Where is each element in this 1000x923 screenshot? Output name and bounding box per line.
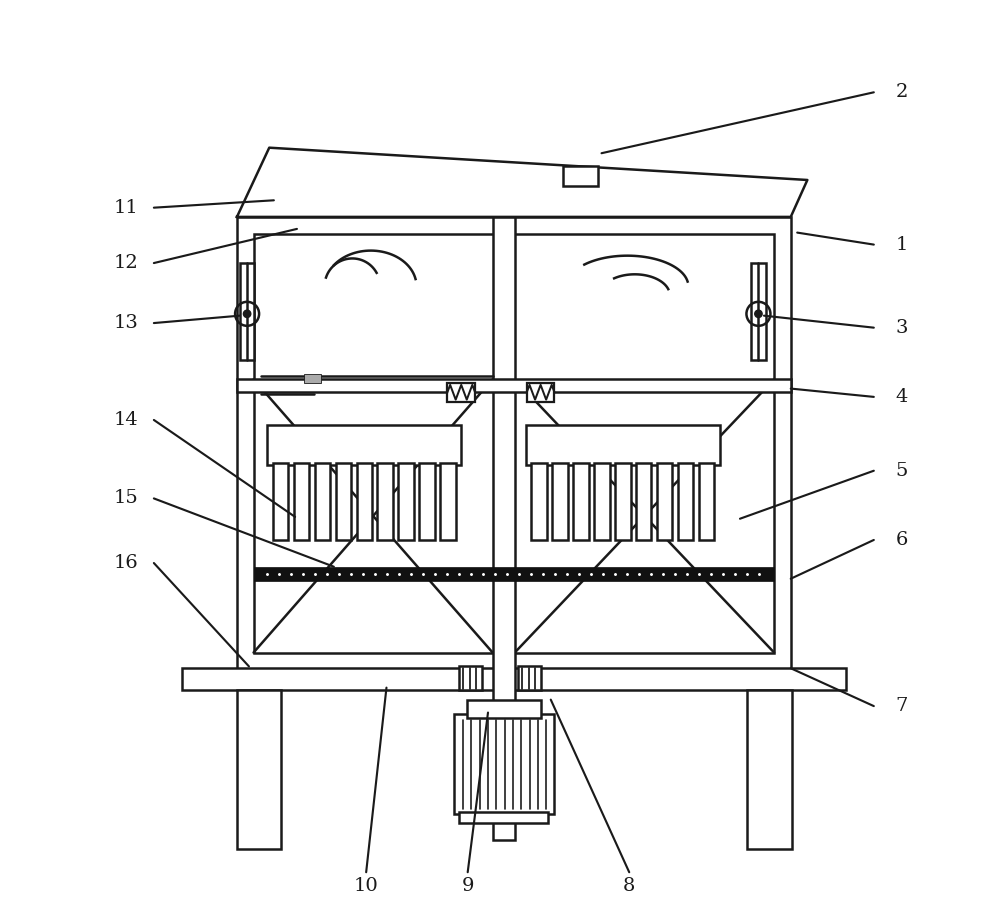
Bar [526, 425, 720, 465]
Bar [657, 462, 672, 540]
Bar [531, 462, 547, 540]
Bar [459, 666, 482, 690]
Bar [440, 462, 456, 540]
Circle shape [243, 310, 251, 318]
Bar [518, 666, 541, 690]
Text: 5: 5 [895, 462, 908, 480]
Bar [294, 462, 309, 540]
Bar [747, 690, 792, 849]
Circle shape [755, 310, 762, 318]
Text: 8: 8 [623, 877, 635, 895]
Polygon shape [237, 148, 807, 217]
Text: 3: 3 [895, 318, 908, 337]
Bar [615, 462, 631, 540]
Bar [573, 462, 589, 540]
Bar [447, 383, 475, 402]
Bar [678, 462, 693, 540]
Text: 16: 16 [114, 554, 139, 572]
Bar [237, 379, 791, 392]
Bar [267, 425, 461, 465]
Bar [398, 462, 414, 540]
Bar [357, 462, 372, 540]
Bar [751, 263, 766, 360]
Text: 7: 7 [895, 697, 908, 715]
Bar [527, 383, 554, 402]
Text: 13: 13 [114, 314, 139, 332]
Bar [594, 462, 610, 540]
Bar [377, 462, 393, 540]
Bar [552, 462, 568, 540]
Bar [336, 462, 351, 540]
Bar [454, 714, 554, 814]
Text: 2: 2 [895, 83, 908, 102]
Bar [419, 462, 435, 540]
Text: 6: 6 [895, 531, 908, 549]
Text: 9: 9 [461, 877, 474, 895]
Text: 10: 10 [354, 877, 379, 895]
Text: 12: 12 [114, 254, 139, 272]
Bar [273, 462, 288, 540]
Bar [237, 217, 791, 669]
Bar [182, 668, 846, 690]
Text: 15: 15 [114, 489, 139, 508]
Text: 4: 4 [895, 388, 908, 406]
Bar [254, 567, 774, 581]
Text: 11: 11 [114, 198, 139, 217]
Bar [237, 690, 281, 849]
Bar [636, 462, 651, 540]
Text: 1: 1 [895, 235, 908, 254]
Bar [493, 217, 515, 840]
Bar [563, 166, 598, 186]
Bar [240, 263, 254, 360]
Bar [254, 234, 774, 653]
Bar [304, 374, 321, 383]
Bar [315, 462, 330, 540]
Bar [467, 700, 541, 718]
Bar [699, 462, 714, 540]
Bar [459, 812, 548, 823]
Text: 14: 14 [114, 411, 139, 429]
